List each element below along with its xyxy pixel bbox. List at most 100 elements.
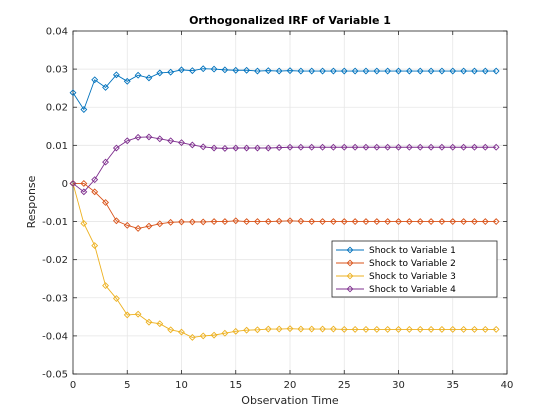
series-lines	[69, 65, 500, 341]
data-point	[264, 144, 272, 152]
data-point	[199, 65, 207, 73]
data-point	[319, 143, 326, 151]
y-tick-label: 0	[62, 179, 68, 190]
data-point	[405, 143, 413, 151]
data-point	[243, 326, 251, 334]
y-tick-label: 0.04	[46, 27, 68, 38]
legend-label: Shock to Variable 2	[369, 259, 456, 269]
legend-entry: Shock to Variable 4	[336, 285, 456, 295]
data-point	[145, 222, 153, 230]
data-point	[329, 218, 337, 225]
data-point	[308, 143, 316, 151]
data-point	[438, 143, 446, 151]
data-point	[123, 221, 131, 229]
data-point	[156, 135, 164, 143]
data-point	[373, 143, 381, 151]
data-point	[395, 143, 402, 151]
data-point	[123, 77, 131, 85]
data-point	[243, 144, 251, 152]
data-point	[210, 331, 218, 339]
data-point	[297, 217, 305, 225]
data-point	[112, 71, 120, 79]
data-point	[156, 69, 164, 77]
x-tick-label: 5	[124, 380, 130, 391]
y-tick-label: -0.04	[42, 331, 68, 342]
data-point	[460, 325, 468, 333]
data-point	[340, 325, 348, 333]
data-point	[449, 325, 457, 333]
data-point	[395, 67, 402, 75]
data-point	[362, 67, 370, 75]
data-point	[351, 325, 359, 333]
data-point	[319, 67, 326, 75]
data-point	[178, 66, 185, 74]
data-point	[145, 133, 153, 141]
data-point	[286, 217, 294, 225]
data-point	[416, 67, 424, 75]
data-point	[232, 217, 240, 225]
x-tick-label: 0	[70, 380, 76, 391]
data-point	[329, 67, 337, 75]
x-tick-label: 10	[175, 380, 188, 391]
data-point	[438, 67, 446, 75]
data-point	[80, 188, 88, 196]
y-axis-label: Response	[25, 175, 38, 228]
data-point	[254, 144, 261, 152]
data-point	[102, 199, 109, 206]
data-point	[264, 325, 272, 333]
data-point	[254, 218, 261, 225]
data-point	[492, 67, 500, 75]
data-point	[254, 67, 261, 75]
legend: Shock to Variable 1 Shock to Variable 2 Sh…	[331, 240, 498, 298]
data-point	[243, 66, 251, 74]
x-tick-label: 25	[338, 380, 351, 391]
data-point	[286, 67, 294, 75]
data-point	[438, 218, 446, 225]
y-tick-label: -0.05	[42, 370, 68, 381]
data-point	[112, 217, 120, 225]
data-point	[264, 67, 272, 75]
data-point	[210, 65, 218, 73]
legend-label: Shock to Variable 4	[369, 285, 456, 295]
series-line	[72, 68, 497, 111]
axis-ticks: 0 5 10 15 20 25 30 35 40 -0.05 -0.04 -0.03 -0.02 -0.0…	[42, 27, 513, 392]
data-point	[123, 137, 131, 145]
data-point	[351, 67, 359, 75]
data-point	[460, 218, 468, 225]
data-point	[405, 325, 413, 333]
data-point	[492, 325, 500, 333]
data-point	[384, 218, 392, 225]
data-point	[471, 143, 478, 151]
data-point	[449, 67, 457, 75]
data-point	[134, 224, 142, 232]
data-point	[373, 67, 381, 75]
x-axis-label: Observation Time	[241, 394, 339, 407]
data-point	[232, 327, 240, 335]
data-point	[384, 325, 392, 333]
data-point	[416, 325, 424, 333]
series-line	[72, 183, 497, 338]
data-point	[188, 333, 196, 341]
data-point	[123, 311, 131, 319]
legend-marker	[346, 246, 354, 254]
data-point	[156, 320, 164, 328]
data-point	[221, 218, 229, 225]
data-point	[178, 218, 185, 226]
data-point	[134, 71, 142, 79]
data-point	[145, 318, 153, 326]
data-point	[134, 133, 142, 141]
data-point	[438, 325, 446, 333]
data-point	[481, 218, 489, 225]
data-point	[91, 76, 99, 84]
data-point	[373, 218, 381, 225]
legend-marker	[346, 285, 354, 293]
data-point	[297, 325, 305, 333]
legend-entry: Shock to Variable 1	[336, 246, 456, 256]
x-tick-label: 40	[501, 380, 514, 391]
data-point	[471, 218, 478, 225]
data-point	[340, 218, 348, 225]
data-point	[427, 143, 435, 151]
y-tick-label: 0.02	[46, 103, 68, 114]
data-point	[167, 137, 175, 145]
